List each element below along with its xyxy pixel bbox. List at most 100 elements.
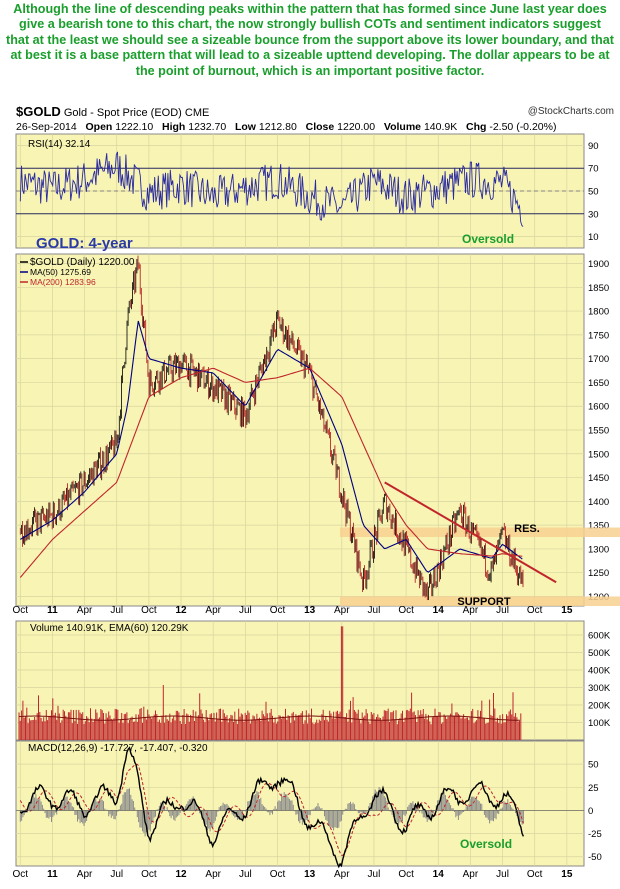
x-tick-label-1-15: Jul — [496, 869, 509, 880]
x-tick-label-0-12: Oct — [398, 605, 414, 616]
rsi-y-tick-0: 10 — [588, 232, 599, 243]
x-tick-label-0-4: Oct — [141, 605, 157, 616]
price-y-tick-10: 1700 — [588, 354, 609, 365]
x-tick-label-0-1: 11 — [47, 605, 58, 616]
price-y-tick-2: 1300 — [588, 544, 609, 555]
x-tick-label-1-5: 12 — [175, 869, 187, 880]
chg-value: -2.50 (-0.20%) — [489, 121, 557, 133]
price-y-tick-7: 1550 — [588, 426, 609, 437]
ma200-line — [19, 367, 523, 578]
x-tick-label-0-10: Apr — [334, 605, 350, 616]
x-tick-label-1-3: Jul — [110, 869, 123, 880]
price-y-tick-11: 1750 — [588, 330, 609, 341]
x-tick-label-1-10: Apr — [334, 869, 350, 880]
chart-header-line1: $GOLD Gold - Spot Price (EOD) CME — [16, 104, 209, 119]
price-legend-item-1: MA(50) 1275.69 — [30, 267, 91, 277]
close-value: 1220.00 — [337, 121, 376, 133]
price-y-tick-13: 1850 — [588, 283, 609, 294]
price-y-tick-5: 1450 — [588, 473, 609, 484]
rsi-y-tick-3: 70 — [588, 164, 599, 175]
rsi-label: RSI(14) 32.14 — [28, 139, 91, 150]
x-tick-label-1-14: Apr — [463, 869, 479, 880]
rsi-y-tick-2: 50 — [588, 187, 599, 198]
price-y-tick-6: 1500 — [588, 449, 609, 460]
macd-histogram — [19, 787, 524, 837]
macd-oversold-label: Oversold — [460, 837, 512, 851]
support-label: SUPPORT — [457, 596, 510, 608]
rsi-y-tick-4: 90 — [588, 141, 599, 152]
x-tick-label-1-11: Jul — [368, 869, 381, 880]
x-tick-label-0-5: 12 — [175, 605, 187, 616]
chart-header-line2: 26-Sep-2014 Open 1222.10 High 1232.70 Lo… — [16, 121, 556, 133]
x-tick-label-1-4: Oct — [141, 869, 157, 880]
macd-y-tick-0: -50 — [588, 852, 602, 863]
price-legend-item-0: $GOLD (Daily) 1220.00 — [30, 257, 135, 268]
chg-label: Chg — [466, 121, 487, 133]
x-tick-label-1-16: Oct — [527, 869, 543, 880]
instrument-name: Gold - Spot Price (EOD) CME — [63, 107, 210, 119]
x-tick-label-0-8: Oct — [270, 605, 286, 616]
high-value: 1232.70 — [188, 121, 227, 133]
x-tick-label-0-9: 13 — [304, 605, 316, 616]
volume-label: Volume 140.91K, EMA(60) 120.29K — [30, 623, 189, 634]
low-value: 1212.80 — [258, 121, 297, 133]
volume-y-tick-2: 300K — [588, 683, 611, 694]
open-value: 1222.10 — [115, 121, 154, 133]
macd-y-tick-2: 0 — [588, 806, 593, 817]
x-tick-label-0-0: Oct — [13, 605, 29, 616]
x-tick-label-0-11: Jul — [368, 605, 381, 616]
x-tick-label-0-14: Apr — [463, 605, 479, 616]
x-tick-label-0-7: Jul — [239, 605, 252, 616]
x-tick-label-1-8: Oct — [270, 869, 286, 880]
price-y-tick-12: 1800 — [588, 307, 609, 318]
volume-y-tick-5: 600K — [588, 631, 611, 642]
symbol: $GOLD — [16, 104, 61, 119]
open-label: Open — [85, 121, 113, 133]
price-band-resistance — [340, 527, 620, 538]
macd-signal-line — [19, 763, 524, 856]
panel-macd — [15, 740, 585, 867]
price-y-tick-4: 1400 — [588, 497, 609, 508]
x-tick-label-0-2: Apr — [77, 605, 93, 616]
macd-y-tick-1: -25 — [588, 829, 602, 840]
x-tick-label-1-0: Oct — [13, 869, 29, 880]
volume-y-tick-3: 400K — [588, 666, 611, 677]
stockcharts-credit: @StockCharts.com — [527, 106, 614, 117]
ma50-line — [20, 320, 523, 573]
x-tick-label-0-13: 14 — [433, 605, 445, 616]
price-band-support — [340, 596, 620, 606]
price-y-tick-14: 1900 — [588, 259, 609, 270]
x-tick-label-0-3: Jul — [110, 605, 123, 616]
resistance-label: RES. — [514, 523, 540, 535]
macd-line — [19, 746, 525, 869]
volume-ema-line — [18, 715, 520, 721]
price-y-tick-8: 1600 — [588, 402, 609, 413]
macd-label: MACD(12,26,9) -17.727, -17.407, -0.320 — [28, 743, 208, 754]
close-label: Close — [305, 121, 335, 133]
chart-annotation-text: Although the line of descending peaks wi… — [6, 2, 614, 78]
x-tick-label-1-2: Apr — [77, 869, 93, 880]
x-tick-label-0-15: Jul — [496, 605, 509, 616]
rsi-y-tick-1: 30 — [588, 209, 599, 220]
low-label: Low — [234, 121, 256, 133]
macd-y-tick-3: 25 — [588, 783, 599, 794]
x-tick-label-1-13: 14 — [433, 869, 445, 880]
x-tick-label-0-6: Apr — [205, 605, 221, 616]
x-tick-label-1-9: 13 — [304, 869, 316, 880]
volume-y-tick-4: 500K — [588, 648, 611, 659]
price-y-tick-3: 1350 — [588, 521, 609, 532]
descending-trendline — [384, 481, 557, 584]
x-tick-label-1-7: Jul — [239, 869, 252, 880]
x-tick-label-1-17: 15 — [561, 869, 573, 880]
high-label: High — [161, 121, 186, 133]
volume-value: 140.9K — [423, 121, 458, 133]
x-tick-label-1-1: 11 — [47, 869, 58, 880]
volume-y-tick-0: 100K — [588, 718, 611, 729]
price-legend-item-2: MA(200) 1283.96 — [30, 277, 96, 287]
x-tick-label-1-12: Oct — [398, 869, 414, 880]
quote-date: 26-Sep-2014 — [16, 121, 77, 133]
volume-bars — [18, 626, 522, 740]
x-tick-label-0-17: 15 — [561, 605, 573, 616]
rsi-line — [19, 151, 524, 227]
